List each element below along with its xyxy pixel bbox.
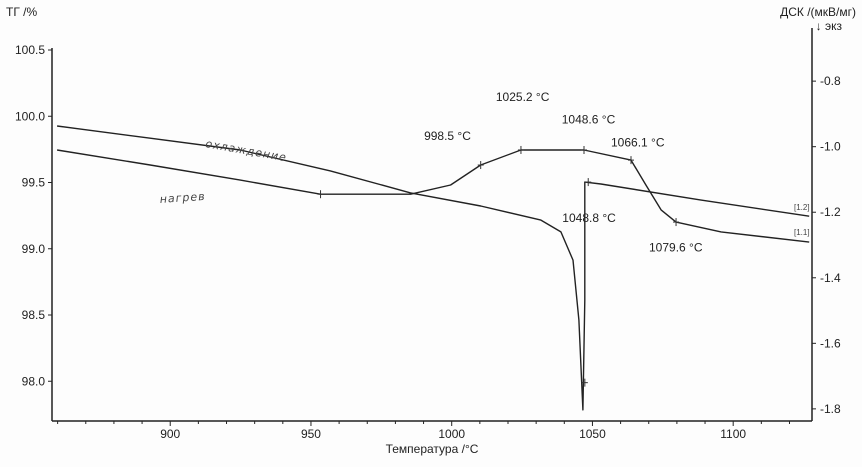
left-tick-label: 100.5 [15,43,45,57]
handwritten-label-heating: нагрев [159,190,206,206]
left-tick-label: 100.0 [15,109,45,123]
exo-direction-note: ↓ экз [816,19,843,33]
left-tick-label: 98.5 [22,308,46,322]
series-line-1-2 [57,125,810,411]
temperature-annotation: 1066.1 °C [611,136,665,150]
x-tick-label: 1000 [438,427,465,441]
x-tick-label: 900 [160,427,180,441]
series-label-1-1: [1.1] [794,228,810,237]
right-tick-label: -1.8 [820,402,841,416]
x-tick-label: 1050 [579,427,606,441]
temperature-annotation: 1048.8 °C [562,211,616,225]
right-axis-label: ДСК /(мкВ/мг) [780,5,856,19]
handwritten-label-cooling: охлаждение [204,137,287,164]
x-axis-label: Температура /°C [386,442,479,456]
left-tick-label: 99.5 [22,176,46,190]
temperature-annotation: 1025.2 °C [496,90,550,104]
left-tick-label: 99.0 [22,242,46,256]
right-tick-label: -0.8 [820,74,841,88]
right-tick-label: -1.6 [820,336,841,350]
temperature-annotation: 998.5 °C [424,129,471,143]
left-tick-label: 98.0 [22,374,46,388]
x-tick-label: 1100 [720,427,746,441]
right-tick-label: -1.2 [820,205,841,219]
series-label-1-2: [1.2] [794,203,810,212]
x-tick-label: 950 [301,427,321,441]
left-axis-label: ТГ /% [6,5,37,19]
temperature-annotation: 1048.6 °C [562,113,616,127]
right-tick-label: -1.0 [820,140,841,154]
temperature-annotation: 1079.6 °C [649,241,703,255]
right-tick-label: -1.4 [820,271,841,285]
